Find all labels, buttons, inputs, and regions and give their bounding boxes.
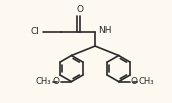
Text: O: O [52,77,60,86]
Text: CH₃: CH₃ [139,77,154,86]
Text: Cl: Cl [31,27,40,36]
Text: CH₃: CH₃ [36,77,51,86]
Text: O: O [77,5,84,14]
Text: O: O [131,77,138,86]
Text: NH: NH [98,26,111,35]
